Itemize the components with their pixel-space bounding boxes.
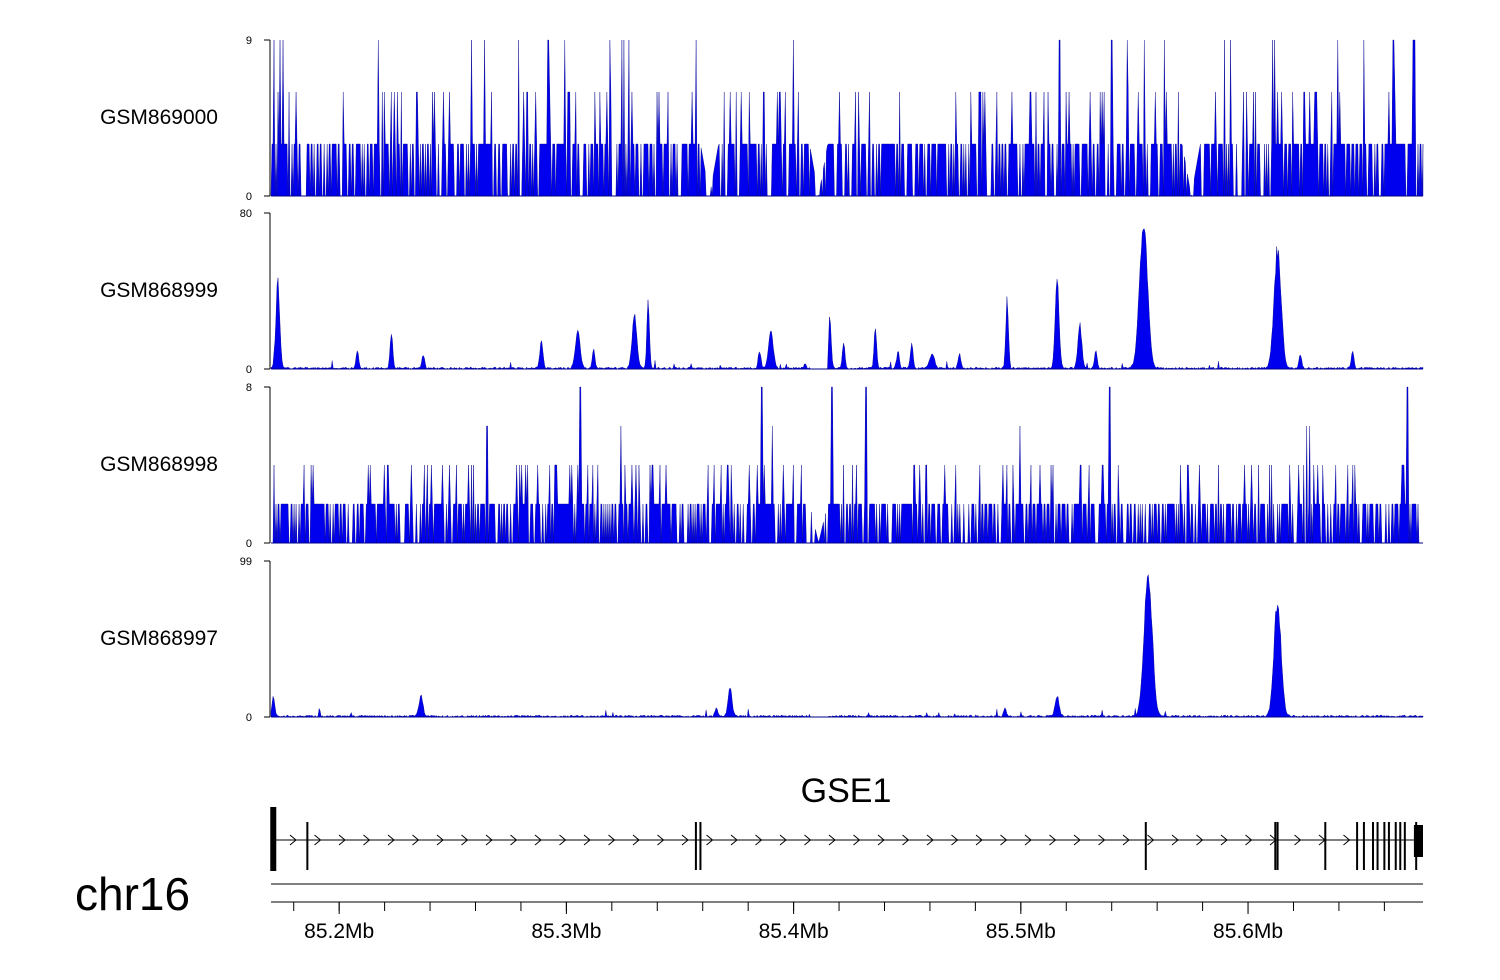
axis-tick-label: 85.4Mb [759, 920, 829, 943]
y-tick-label-max: 8 [246, 382, 252, 394]
gene-exon [1387, 822, 1390, 870]
strand-arrow [510, 834, 518, 846]
strand-arrow [436, 834, 444, 846]
strand-arrow [1000, 834, 1008, 846]
strand-arrow [755, 834, 763, 846]
strand-arrow [975, 834, 983, 846]
gene-track: GSE1 [270, 772, 1423, 871]
strand-arrow [706, 834, 714, 846]
strand-arrow [534, 834, 542, 846]
strand-arrow [461, 834, 469, 846]
strand-arrow [387, 834, 395, 846]
y-tick-label-min: 0 [246, 712, 252, 724]
strand-arrow [828, 834, 836, 846]
strand-arrow [1196, 834, 1204, 846]
track-label: GSM868999 [100, 279, 218, 302]
strand-arrow [632, 834, 640, 846]
strand-arrow [853, 834, 861, 846]
strand-arrow [804, 834, 812, 846]
gene-exon [1324, 822, 1327, 870]
gene-exon [1274, 822, 1277, 870]
strand-arrow [1147, 834, 1155, 846]
axis-tick-label: 85.3Mb [531, 920, 601, 943]
strand-arrow [926, 834, 934, 846]
strand-arrow [1220, 834, 1228, 846]
track-GSM868998: GSM868998 8 0 [100, 382, 1423, 550]
genome-axis: 85.2Mb 85.3Mb 85.4Mb 85.5Mb 85.6Mb [271, 883, 1423, 943]
strand-arrow [1122, 834, 1130, 846]
signal-tracks: GSM86900090GSM868999800GSM86899880GSM868… [100, 35, 1424, 724]
gene-exon [1376, 822, 1379, 870]
chromosome-label: chr16 [75, 868, 190, 920]
strand-arrow [730, 834, 738, 846]
track-GSM868999: GSM868999 80 0 [100, 208, 1424, 376]
strand-arrow [608, 834, 616, 846]
gene-exon [306, 822, 309, 870]
y-tick-label-max: 9 [246, 35, 252, 47]
strand-arrow [289, 834, 297, 846]
gene-exon [1144, 822, 1147, 870]
strand-arrow [681, 834, 689, 846]
gene-exon [1276, 822, 1279, 870]
y-tick-label-max: 80 [240, 208, 252, 220]
gene-exon [270, 807, 277, 871]
strand-arrow [1073, 834, 1081, 846]
signal-area [270, 228, 1424, 370]
gene-exon [1394, 822, 1397, 870]
strand-arrow [363, 834, 371, 846]
strand-arrow [1024, 834, 1032, 846]
strand-arrow [485, 834, 493, 846]
gene-name-label: GSE1 [801, 772, 892, 810]
strand-arrow [902, 834, 910, 846]
strand-arrow [583, 834, 591, 846]
gene-exon [1356, 822, 1359, 870]
strand-arrow [1245, 834, 1253, 846]
strand-arrow [559, 834, 567, 846]
strand-arrow [338, 834, 346, 846]
track-label: GSM868998 [100, 453, 218, 476]
gene-exon [1372, 822, 1375, 870]
track-GSM869000: GSM869000 9 0 [100, 35, 1424, 203]
track-GSM868997: GSM868997 99 0 [100, 556, 1424, 724]
strand-arrow [412, 834, 420, 846]
strand-arrow [1294, 834, 1302, 846]
strand-arrow [1049, 834, 1057, 846]
strand-arrow [1171, 834, 1179, 846]
track-label: GSM869000 [100, 106, 218, 129]
gene-exon [699, 822, 702, 870]
y-tick-label-max: 99 [240, 556, 252, 568]
gene-exon [1413, 825, 1423, 857]
axis-tick-label: 85.2Mb [304, 920, 374, 943]
signal-area [271, 386, 1423, 544]
strand-arrow [657, 834, 665, 846]
axis-tick-label: 85.6Mb [1213, 920, 1283, 943]
strand-arrow [877, 834, 885, 846]
strand-arrow [1098, 834, 1106, 846]
gene-exon [1383, 822, 1386, 870]
gene-exon [1399, 822, 1402, 870]
y-tick-label-min: 0 [246, 538, 252, 550]
strand-arrow [779, 834, 787, 846]
y-tick-label-min: 0 [246, 364, 252, 376]
y-tick-label-min: 0 [246, 191, 252, 203]
track-label: GSM868997 [100, 627, 218, 650]
strand-arrow [1343, 834, 1351, 846]
signal-area [270, 574, 1424, 718]
gene-exon [1403, 822, 1406, 870]
signal-area [270, 39, 1424, 197]
gene-exon [1362, 822, 1365, 870]
strand-arrow [951, 834, 959, 846]
axis-tick-label: 85.5Mb [986, 920, 1056, 943]
strand-arrow [314, 834, 322, 846]
gene-exon [694, 822, 697, 870]
